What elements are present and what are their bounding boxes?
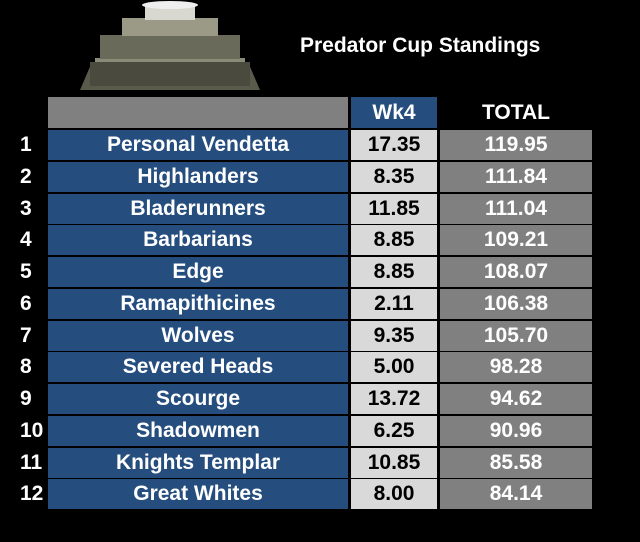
rank: 5 [20,260,32,283]
week-score: 5.00 [351,352,437,383]
column-header: Wk4 [351,97,437,128]
rank: 2 [20,164,32,188]
week-score: 13.72 [351,384,437,414]
title: Predator Cup Standings [300,34,541,57]
rank: 6 [20,291,32,315]
total-score: 94.62 [440,384,592,414]
trophy-icon [80,1,260,90]
week-score: 10.85 [351,447,437,478]
rank: 8 [20,355,32,379]
rank: 9 [20,387,32,410]
total-score: 90.96 [440,415,592,446]
column-header: TOTAL [481,100,551,124]
team-name: Highlanders [48,161,348,192]
week-score: 11.85 [351,193,437,224]
total-score: 98.28 [440,352,592,383]
total-score: 105.70 [440,320,592,351]
total-score: 108.07 [440,257,592,287]
rank: 11 [20,450,43,474]
total-score: 111.04 [440,193,592,224]
week-score: 2.11 [351,288,437,319]
team-name: Great Whites [48,479,348,510]
rank: 4 [20,228,32,252]
team-name: Wolves [48,320,348,351]
team-name: Knights Templar [48,447,348,478]
team-name: Shadowmen [48,415,348,446]
week-score: 8.00 [351,479,437,510]
week-score: 9.35 [351,320,437,351]
total-score: 84.14 [440,479,592,510]
total-score: 85.58 [440,447,592,478]
week-score: 17.35 [351,130,437,160]
team-name: Scourge [48,384,348,414]
week-score: 8.85 [351,257,437,287]
team-name: Personal Vendetta [48,130,348,160]
rank: 10 [20,418,44,442]
week-score: 6.25 [351,415,437,446]
rank: 3 [20,196,32,220]
rank: 12 [20,482,44,506]
team-name: Edge [48,257,348,287]
header-blank [48,97,348,128]
total-score: 106.38 [440,288,592,319]
total-score: 119.95 [440,130,592,160]
total-score: 111.84 [440,161,592,192]
total-score: 109.21 [440,225,592,256]
week-score: 8.35 [351,161,437,192]
week-score: 8.85 [351,225,437,256]
rank: 7 [20,323,32,347]
team-name: Bladerunners [48,193,348,224]
rank: 1 [20,133,32,156]
team-name: Severed Heads [48,352,348,383]
team-name: Barbarians [48,225,348,256]
team-name: Ramapithicines [48,288,348,319]
